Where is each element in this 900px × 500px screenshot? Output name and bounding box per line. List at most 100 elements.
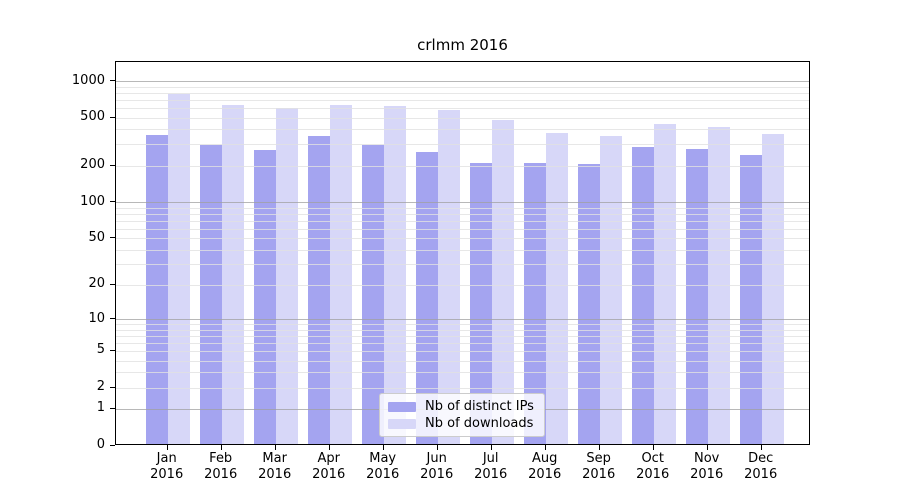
x-tick-label-feb: Feb 2016 xyxy=(204,451,238,482)
x-tick-label-jun: Jun 2016 xyxy=(420,451,454,482)
gridline-5 xyxy=(116,350,809,352)
gridline-20 xyxy=(116,284,809,286)
bar-may-downloads xyxy=(383,106,406,444)
x-tick-mar xyxy=(274,445,276,450)
gridline-100 xyxy=(116,202,809,204)
gridline-300 xyxy=(116,144,809,146)
x-tick-label-mar: Mar 2016 xyxy=(258,451,292,482)
gridline-500 xyxy=(116,117,809,119)
y-tick-label-20: 20 xyxy=(88,276,105,292)
gridline-7 xyxy=(116,335,809,337)
x-tick-label-sep: Sep 2016 xyxy=(582,451,616,482)
bar-jan-downloads xyxy=(167,94,190,444)
gridline-70 xyxy=(116,220,809,222)
x-tick-label-apr: Apr 2016 xyxy=(312,451,346,482)
bar-aug-ips xyxy=(523,163,546,444)
legend-label: Nb of downloads xyxy=(425,416,534,431)
bar-oct-downloads xyxy=(653,123,676,444)
bar-feb-ips xyxy=(199,144,222,444)
x-tick-jun xyxy=(436,445,438,450)
bar-may-ips xyxy=(361,145,384,444)
bar-jan-ips xyxy=(145,134,168,444)
gridline-50 xyxy=(116,238,809,240)
plot-area: Nb of distinct IPs Nb of downloads xyxy=(115,61,810,445)
x-tick-dec xyxy=(760,445,762,450)
y-tick-1000 xyxy=(110,80,115,82)
bar-apr-downloads xyxy=(329,104,352,444)
gridline-9 xyxy=(116,324,809,326)
gridline-700 xyxy=(116,99,809,101)
y-tick-500 xyxy=(110,116,115,118)
legend-label: Nb of distinct IPs xyxy=(425,399,534,414)
chart-title: crlmm 2016 xyxy=(417,36,508,54)
bar-jun-ips xyxy=(415,152,438,444)
x-tick-sep xyxy=(598,445,600,450)
x-tick-label-may: May 2016 xyxy=(366,451,400,482)
gridline-80 xyxy=(116,213,809,215)
x-tick-label-oct: Oct 2016 xyxy=(636,451,670,482)
gridline-4 xyxy=(116,360,809,362)
y-tick-20 xyxy=(110,283,115,285)
y-tick-label-100: 100 xyxy=(80,193,105,209)
legend-entry-downloads: Nb of downloads xyxy=(388,416,536,431)
bar-mar-downloads xyxy=(275,107,298,444)
y-tick-label-0: 0 xyxy=(96,437,105,452)
bar-aug-downloads xyxy=(545,133,568,444)
y-tick-1 xyxy=(110,407,115,409)
gridline-800 xyxy=(116,92,809,94)
y-tick-label-2: 2 xyxy=(96,379,105,395)
x-tick-may xyxy=(382,445,384,450)
gridline-900 xyxy=(116,86,809,88)
gridline-30 xyxy=(116,264,809,266)
y-tick-0 xyxy=(110,444,115,446)
bar-jun-downloads xyxy=(437,110,460,444)
x-tick-label-jan: Jan 2016 xyxy=(150,451,184,482)
bar-dec-downloads xyxy=(761,133,784,444)
y-tick-2 xyxy=(110,386,115,388)
bar-oct-ips xyxy=(631,147,654,444)
x-tick-label-nov: Nov 2016 xyxy=(690,451,724,482)
x-tick-feb xyxy=(220,445,222,450)
bar-nov-ips xyxy=(685,148,708,444)
legend-swatch-downloads xyxy=(388,418,416,429)
gridline-40 xyxy=(116,249,809,251)
x-tick-aug xyxy=(544,445,546,450)
gridline-1000 xyxy=(116,81,809,83)
legend-swatch-distinct-ips xyxy=(388,401,416,412)
y-tick-5 xyxy=(110,349,115,351)
y-tick-label-50: 50 xyxy=(88,229,105,245)
y-tick-100 xyxy=(110,201,115,203)
bar-jul-ips xyxy=(469,162,492,444)
y-tick-label-5: 5 xyxy=(96,342,105,358)
bar-dec-ips xyxy=(739,155,762,444)
y-tick-200 xyxy=(110,164,115,166)
x-tick-apr xyxy=(328,445,330,450)
x-tick-nov xyxy=(706,445,708,450)
gridline-60 xyxy=(116,228,809,230)
gridline-200 xyxy=(116,165,809,167)
y-tick-label-1: 1 xyxy=(96,400,105,416)
x-tick-label-dec: Dec 2016 xyxy=(744,451,778,482)
gridline-6 xyxy=(116,342,809,344)
y-tick-10 xyxy=(110,318,115,320)
gridline-3 xyxy=(116,372,809,374)
y-tick-label-500: 500 xyxy=(80,109,105,125)
bar-sep-downloads xyxy=(599,136,622,444)
y-tick-label-200: 200 xyxy=(80,157,105,173)
gridline-90 xyxy=(116,207,809,209)
bar-apr-ips xyxy=(307,135,330,444)
bar-jul-downloads xyxy=(491,119,514,444)
x-tick-jan xyxy=(166,445,168,450)
gridline-600 xyxy=(116,107,809,109)
x-tick-oct xyxy=(652,445,654,450)
x-tick-label-jul: Jul 2016 xyxy=(474,451,508,482)
gridline-400 xyxy=(116,129,809,131)
bar-mar-ips xyxy=(253,150,276,444)
bar-feb-downloads xyxy=(221,105,244,444)
x-tick-jul xyxy=(490,445,492,450)
y-tick-label-10: 10 xyxy=(88,310,105,326)
x-tick-label-aug: Aug 2016 xyxy=(528,451,562,482)
gridline-10 xyxy=(116,319,809,321)
bar-sep-ips xyxy=(577,164,600,444)
